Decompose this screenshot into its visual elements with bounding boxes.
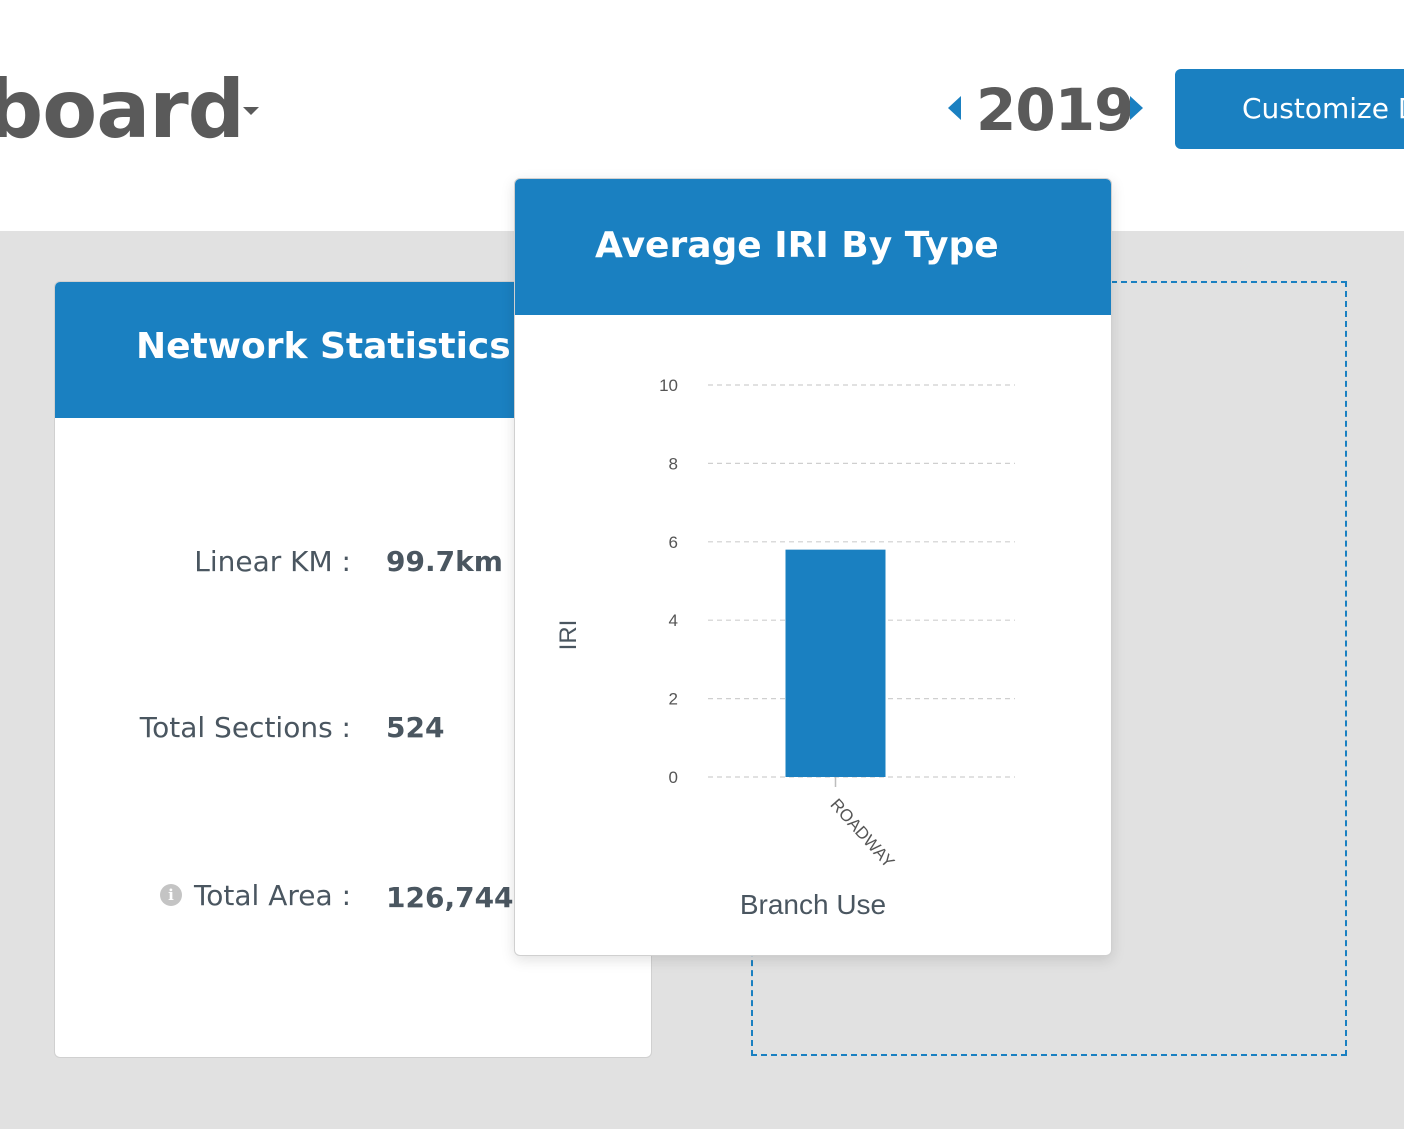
y-tick-label: 10: [659, 376, 678, 395]
stat-label-total-sections: Total Sections :: [139, 711, 351, 744]
previous-year-arrow-icon[interactable]: [948, 96, 961, 120]
y-tick-label: 0: [669, 768, 678, 787]
next-year-arrow-icon[interactable]: [1130, 96, 1143, 120]
y-axis-label: IRI: [555, 620, 582, 651]
x-tick-label: ROADWAY: [827, 795, 899, 872]
average-iri-card[interactable]: Average IRI By Type 0 2 4 6 8 10 ROADWAY IRI Bra…: [514, 178, 1112, 956]
customize-dashboard-button[interactable]: Customize D: [1175, 69, 1404, 149]
stat-label-linear-km: Linear KM :: [194, 545, 351, 578]
y-tick-label: 6: [669, 533, 678, 552]
iri-bar-chart: 0 2 4 6 8 10 ROADWAY IRI Branch Use: [555, 376, 1015, 920]
y-tick-label: 8: [669, 454, 678, 473]
stat-label-total-area: Total Area :: [193, 879, 351, 912]
x-axis-label: Branch Use: [740, 889, 886, 920]
info-icon[interactable]: i: [159, 884, 182, 906]
y-tick-label: 4: [669, 611, 678, 630]
page-title: board: [0, 63, 245, 156]
stat-total-area: i Total Area :: [159, 879, 351, 912]
year-label: 2019: [976, 76, 1134, 144]
bar-roadway: [785, 549, 886, 777]
y-tick-label: 2: [669, 690, 678, 709]
stat-value-linear-km: 99.7km: [386, 545, 503, 578]
stat-value-total-sections: 524: [386, 711, 445, 744]
average-iri-title: Average IRI By Type: [515, 179, 1111, 315]
dashboard-dropdown-caret-icon[interactable]: [243, 107, 259, 115]
